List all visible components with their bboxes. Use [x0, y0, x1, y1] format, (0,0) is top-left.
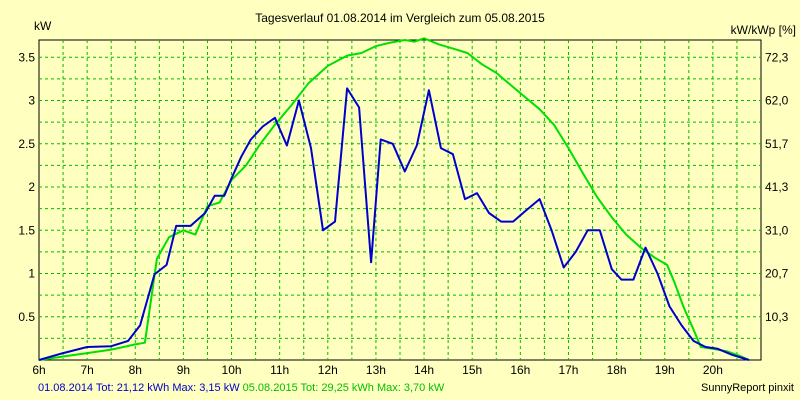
y-tick-label-left: 2	[28, 180, 35, 194]
y-tick-label-right: 31,0	[765, 223, 789, 237]
y-tick-label-right: 10,3	[765, 310, 789, 324]
y-tick-label-right: 72,3	[765, 50, 789, 64]
chart-title: Tagesverlauf 01.08.2014 im Vergleich zum…	[255, 11, 545, 25]
axis-ticks: 6h 7h 8h 9h 10h 11h 12h 13h 14h 15h 16h 17h 18h 19h 20…	[18, 50, 788, 377]
x-tick-label: 14h	[414, 363, 434, 377]
series-line-2015	[38, 37, 750, 361]
series-line-2014	[38, 87, 750, 361]
grid	[39, 40, 761, 360]
x-tick-label: 16h	[510, 363, 530, 377]
x-tick-label: 8h	[129, 363, 142, 377]
y-axis-label-right: kW/kWp [%]	[731, 23, 796, 37]
y-tick-label-left: 0.5	[18, 310, 35, 324]
y-axis-label-left: kW	[34, 19, 52, 33]
y-tick-label-left: 2.5	[18, 137, 35, 151]
y-tick-label-right: 20,7	[765, 267, 789, 281]
y-tick-label-right: 62,0	[765, 94, 789, 108]
series1-stats: 01.08.2014 Tot: 21,12 kWh Max: 3,15 kW	[38, 382, 240, 394]
x-tick-label: 15h	[462, 363, 482, 377]
series-lines	[38, 37, 750, 361]
y-tick-label-right: 41,3	[765, 180, 789, 194]
y-tick-label-right: 51,7	[765, 137, 789, 151]
y-tick-label-left: 1	[28, 267, 35, 281]
x-tick-label: 10h	[222, 363, 242, 377]
brand-label: SunnyReport pinxit	[701, 382, 794, 394]
y-tick-label-left: 1.5	[18, 223, 35, 237]
y-tick-label-left: 3	[28, 94, 35, 108]
x-tick-label: 20h	[703, 363, 723, 377]
x-tick-label: 13h	[366, 363, 386, 377]
x-tick-label: 9h	[177, 363, 190, 377]
x-tick-label: 7h	[80, 363, 93, 377]
series2-stats: 05.08.2015 Tot: 29,25 kWh Max: 3,70 kW	[242, 382, 445, 394]
x-tick-label: 6h	[32, 363, 45, 377]
x-tick-label: 11h	[270, 363, 289, 377]
x-tick-label: 12h	[318, 363, 338, 377]
y-tick-label-left: 3.5	[18, 50, 35, 64]
x-tick-label: 18h	[607, 363, 627, 377]
footer-stats: 01.08.2014 Tot: 21,12 kWh Max: 3,15 kW 0…	[38, 382, 444, 394]
x-tick-label: 19h	[655, 363, 675, 377]
x-tick-label: 17h	[558, 363, 578, 377]
